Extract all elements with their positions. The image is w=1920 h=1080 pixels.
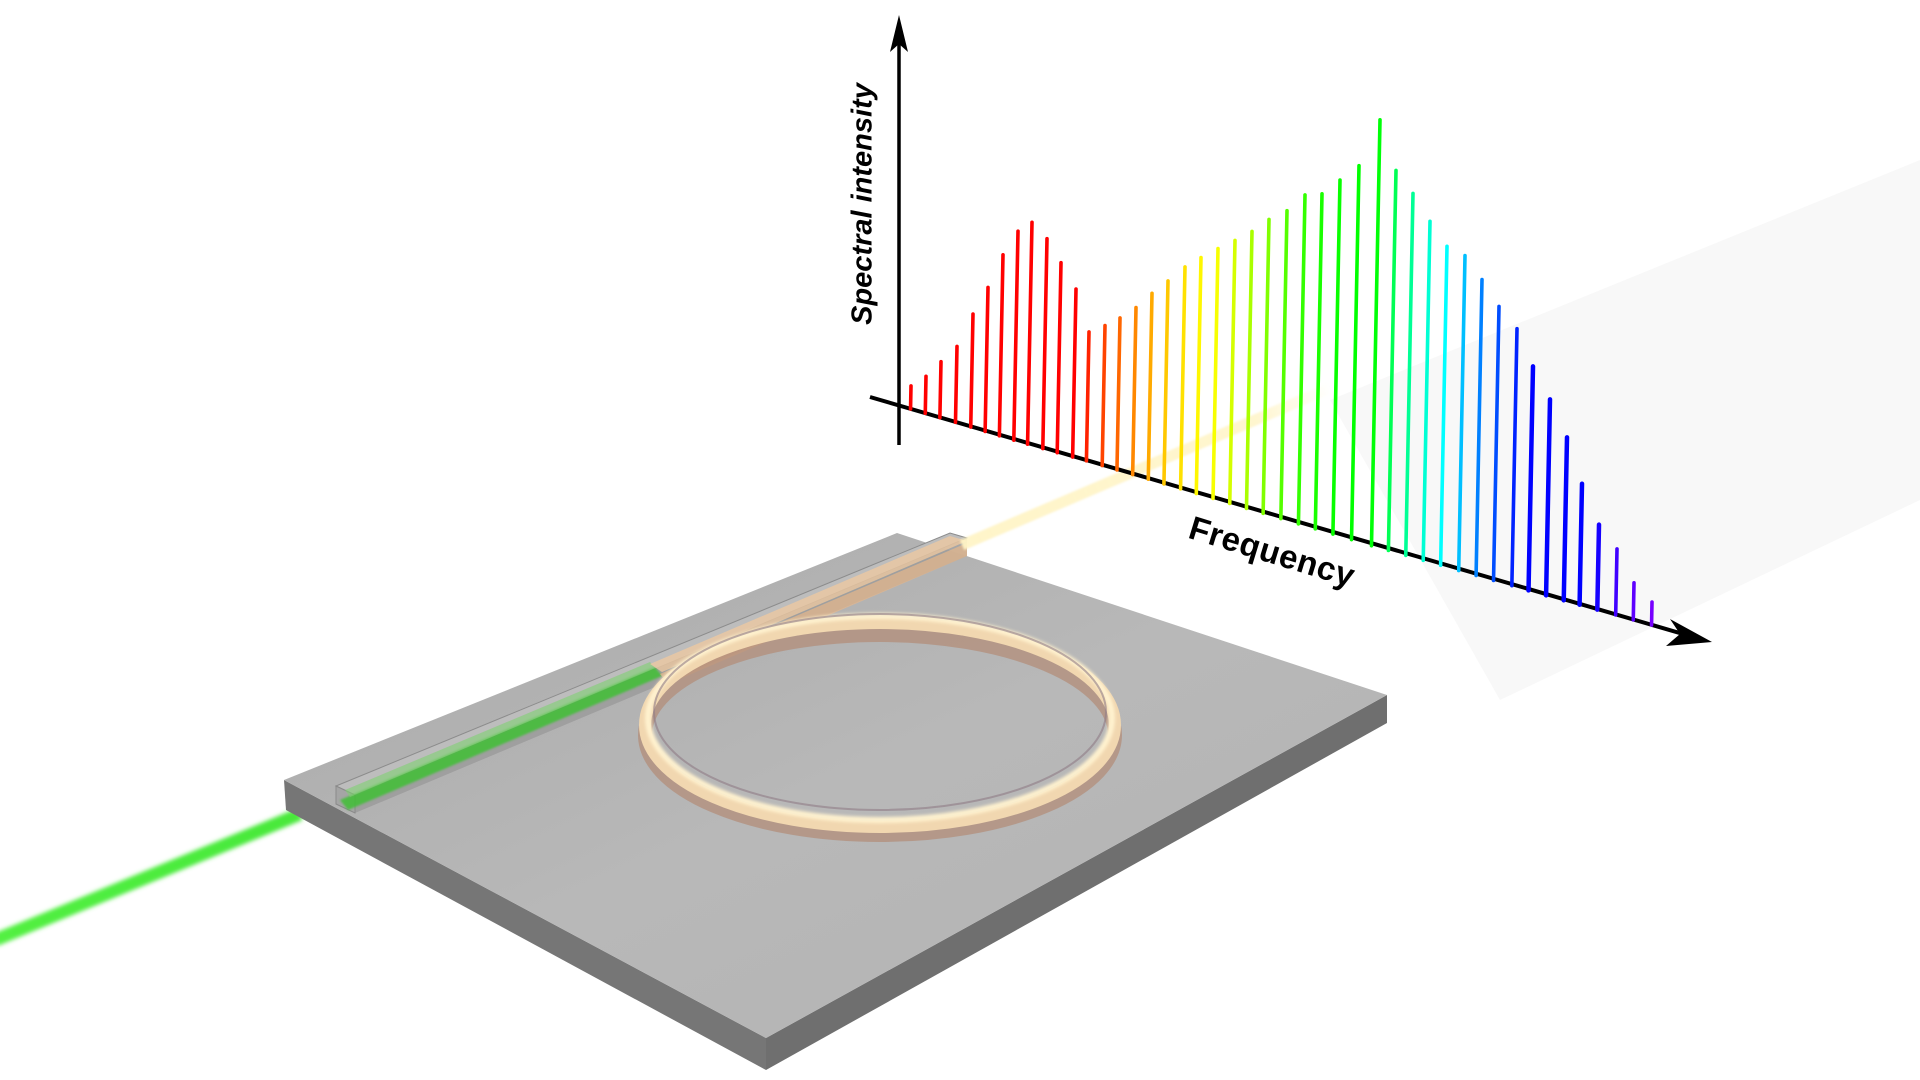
comb-line	[1631, 581, 1636, 622]
comb-line	[1313, 192, 1324, 531]
output-comb-beam	[959, 382, 1333, 551]
comb-line	[1403, 191, 1415, 558]
comb-line	[1130, 305, 1138, 477]
comb-line	[968, 312, 975, 429]
comb-line	[1386, 168, 1398, 553]
comb-line	[1178, 265, 1187, 491]
comb-line	[1369, 117, 1382, 548]
microring-resonator	[638, 613, 1122, 842]
comb-line	[1261, 217, 1271, 516]
comb-line	[1456, 253, 1467, 573]
y-axis-label: Spectral intensity	[846, 83, 879, 325]
comb-line	[1577, 481, 1585, 607]
pump-laser-beam	[0, 807, 303, 945]
comb-line	[1331, 178, 1342, 536]
comb-line	[1025, 220, 1034, 447]
comb-line	[1100, 323, 1107, 468]
comb-line	[1162, 279, 1170, 486]
comb-line	[1194, 255, 1203, 496]
comb-line	[1084, 330, 1091, 463]
comb-line	[953, 344, 959, 425]
comb-line	[1474, 277, 1484, 578]
comb-line	[1296, 193, 1307, 526]
comb-line	[1211, 246, 1220, 501]
comb-line	[1244, 229, 1254, 511]
comb-line	[1146, 291, 1154, 482]
comb-line	[1115, 316, 1122, 472]
comb-line	[1421, 219, 1432, 563]
comb-line	[1561, 435, 1570, 603]
comb-line	[1613, 547, 1619, 617]
comb-line	[1349, 163, 1361, 542]
comb-line	[1438, 244, 1449, 568]
comb-line	[1279, 208, 1289, 521]
comb-line	[1491, 304, 1501, 583]
x-axis-arrowhead-icon	[1666, 619, 1712, 646]
comb-line	[938, 359, 943, 420]
comb-line	[997, 252, 1005, 438]
chip-substrate	[284, 533, 1387, 1070]
comb-line	[1543, 397, 1553, 598]
comb-line	[1227, 238, 1237, 506]
comb-line	[1595, 522, 1602, 612]
comb-line	[1041, 236, 1049, 451]
comb-line	[1070, 287, 1078, 459]
comb-line	[1055, 260, 1063, 455]
comb-line	[983, 285, 990, 434]
comb-line	[1012, 229, 1020, 442]
frequency-comb-lines	[908, 117, 1654, 627]
comb-line	[923, 374, 928, 416]
comb-line	[1526, 364, 1536, 593]
comb-line	[1510, 326, 1519, 588]
y-axis-arrowhead-icon	[890, 15, 908, 52]
